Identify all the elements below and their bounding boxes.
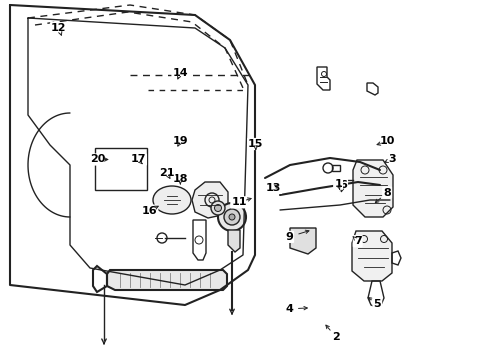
Text: 9: 9: [285, 232, 293, 242]
Text: 20: 20: [90, 154, 106, 165]
Text: 17: 17: [130, 154, 146, 165]
Polygon shape: [290, 228, 316, 254]
Text: 21: 21: [159, 168, 174, 178]
Text: 15: 15: [248, 139, 264, 149]
Polygon shape: [228, 230, 240, 252]
Text: 10: 10: [379, 136, 395, 147]
Text: 2: 2: [332, 332, 340, 342]
Text: 14: 14: [172, 68, 188, 78]
Text: 12: 12: [51, 23, 67, 33]
Text: 7: 7: [354, 236, 362, 246]
Text: 6: 6: [339, 180, 347, 190]
Text: 13: 13: [266, 183, 281, 193]
Polygon shape: [352, 231, 392, 281]
Polygon shape: [192, 182, 228, 218]
Text: 5: 5: [373, 299, 381, 309]
Polygon shape: [353, 160, 393, 217]
Circle shape: [215, 204, 221, 211]
Ellipse shape: [153, 186, 191, 214]
Circle shape: [218, 203, 246, 231]
Text: 18: 18: [172, 174, 188, 184]
Text: 3: 3: [388, 154, 396, 164]
Text: 19: 19: [172, 136, 188, 147]
Text: 16: 16: [142, 206, 157, 216]
Text: 1: 1: [334, 179, 342, 189]
Circle shape: [229, 214, 235, 220]
Text: 4: 4: [285, 304, 293, 314]
Text: 8: 8: [383, 188, 391, 198]
Circle shape: [211, 201, 225, 215]
Polygon shape: [107, 270, 227, 290]
Circle shape: [224, 209, 240, 225]
Bar: [95, 148, 147, 190]
Text: 11: 11: [231, 197, 247, 207]
